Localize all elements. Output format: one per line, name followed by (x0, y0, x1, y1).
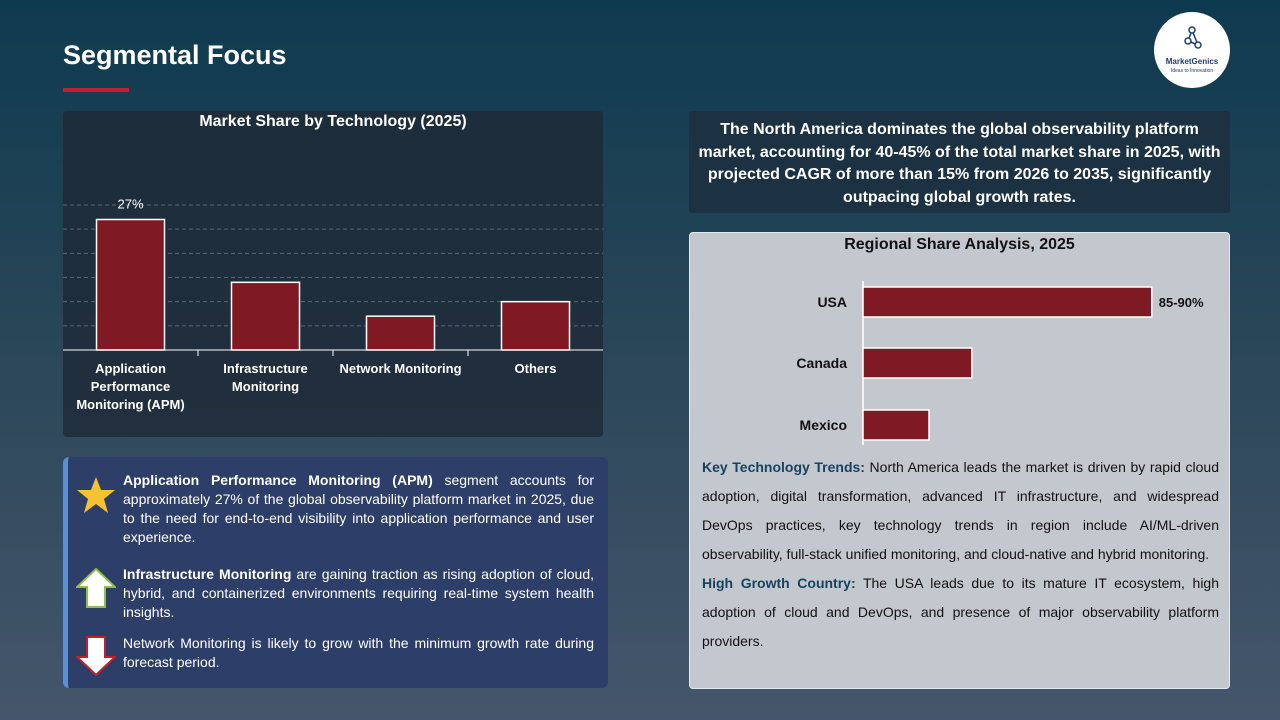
x-tick-label: Application Performance Monitoring (APM) (76, 361, 185, 412)
title-underline (63, 88, 129, 92)
bullet: Infrastructure Monitoring are gaining tr… (123, 565, 594, 622)
bar (95, 218, 166, 351)
chart: USA 85-90% Canada Mexico (796, 281, 1204, 445)
x-tick-label: Network Monitoring (339, 361, 462, 376)
bar (862, 286, 1153, 318)
note-label: Key Technology Trends: (702, 459, 865, 475)
slide-title: Segmental Focus (63, 40, 287, 70)
y-tick-label: USA (817, 294, 847, 310)
value-label: 27% (117, 197, 143, 212)
star-icon (77, 477, 115, 513)
bullet-text: segment accounts for approximately 27% o… (123, 472, 594, 545)
bullet: Network Monitoring is likely to grow wit… (123, 634, 594, 672)
bullet: Application Performance Monitoring (APM)… (123, 471, 594, 547)
bullet-text: Network Monitoring is likely to grow wit… (123, 635, 594, 670)
chart-title: Regional Share Analysis, 2025 (844, 236, 1075, 253)
chart-title: Market Share by Technology (2025) (199, 113, 467, 130)
bar (230, 281, 301, 351)
summary-box: The North America dominates the global o… (689, 111, 1230, 213)
chart: 27% (63, 197, 603, 356)
note: Key Technology Trends: North America lea… (702, 453, 1219, 569)
notes: Key Technology Trends: North America lea… (702, 453, 1219, 656)
bar (862, 347, 973, 379)
bar (500, 300, 571, 351)
logo-tagline: Ideas to Innovation (1170, 68, 1214, 74)
logo-name: MarketGenics (1165, 57, 1219, 66)
chart-panel: Market Share by Technology (2025) 27% Ap… (63, 111, 603, 437)
up-arrow-icon (76, 567, 116, 608)
note-text: North America leads the market is driven… (702, 459, 1220, 562)
down-arrow-icon (76, 636, 116, 677)
y-tick-label: Mexico (800, 417, 847, 433)
bullet-bold: Infrastructure Monitoring (123, 566, 292, 582)
note-label: High Growth Country: (702, 575, 856, 591)
note-text: The USA leads due to its mature IT ecosy… (702, 575, 1219, 649)
bar (365, 315, 436, 351)
bar (862, 409, 930, 441)
y-tick-label: Canada (796, 355, 847, 371)
value-label: 85-90% (1159, 295, 1204, 310)
logo-icon (1184, 26, 1202, 49)
bullet-bold: Application Performance Monitoring (APM) (123, 472, 433, 488)
chart-panel: Regional Share Analysis, 2025 USA 85-90% C… (689, 232, 1230, 689)
x-tick-label: Infrastructure Monitoring (223, 361, 308, 394)
bullet-panel: Application Performance Monitoring (APM)… (63, 457, 608, 688)
note: High Growth Country: The USA leads due t… (702, 569, 1219, 656)
x-tick-label: Others (514, 361, 557, 376)
logo: MarketGenics Ideas to Innovation (1154, 12, 1230, 88)
bullet-text: are gaining traction as rising adoption … (123, 566, 594, 620)
